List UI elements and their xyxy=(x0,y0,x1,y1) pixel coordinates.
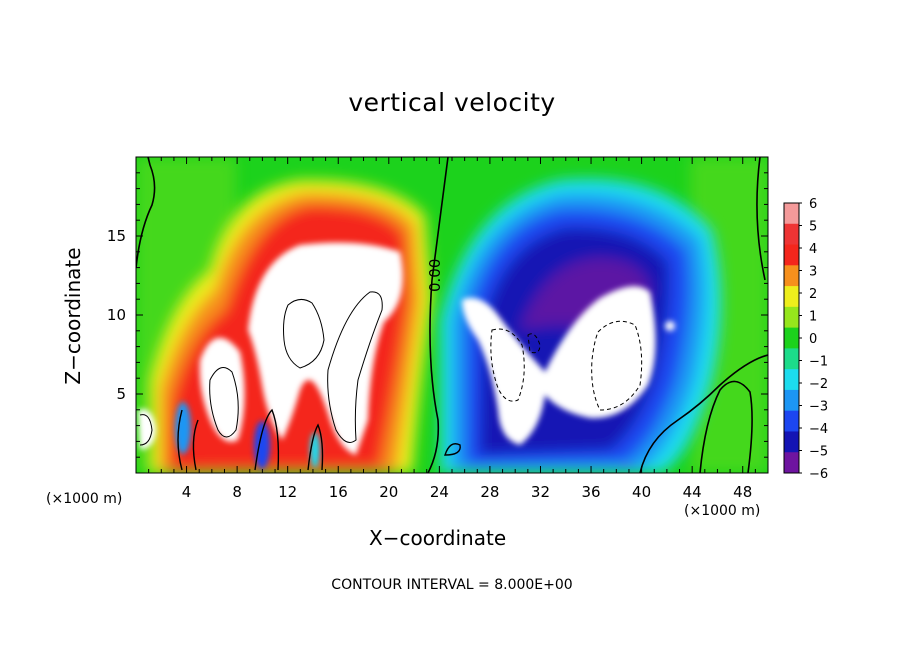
colorbar-label: 3 xyxy=(809,265,817,280)
x-tick-label: 12 xyxy=(278,483,297,501)
colorbar-swatch xyxy=(784,306,799,329)
x-tick-label: 40 xyxy=(632,483,651,501)
colorbar-swatch xyxy=(784,327,799,349)
x-tick-label: 28 xyxy=(480,483,499,501)
colorbar-swatch xyxy=(784,369,799,391)
x-unit-label-left: (×1000 m) xyxy=(46,491,123,507)
x-tick-label: 36 xyxy=(581,483,600,501)
contour-interval-note: CONTOUR INTERVAL = 8.000E+00 xyxy=(331,577,573,593)
colorbar-label: 4 xyxy=(809,242,817,257)
colorbar-swatch xyxy=(784,203,799,225)
contour-label: 0.00 xyxy=(426,259,444,292)
colorbar-label: −4 xyxy=(809,422,828,437)
x-tick-label: 48 xyxy=(733,483,752,501)
colorbar-swatch xyxy=(784,244,799,266)
x-tick-label: 16 xyxy=(329,483,348,501)
colorbar-label: −6 xyxy=(809,467,828,482)
x-tick-label: 4 xyxy=(182,483,192,501)
colorbar-label: 2 xyxy=(809,287,817,302)
colorbar-label: 1 xyxy=(809,310,817,325)
y-tick-label: 5 xyxy=(116,385,126,403)
y-tick-label: 15 xyxy=(107,227,126,245)
colorbar-label: 0 xyxy=(809,332,817,347)
updraft-cores xyxy=(138,242,403,455)
velocity-field xyxy=(136,157,768,473)
colorbar-swatch xyxy=(784,286,799,308)
colorbar-label: 5 xyxy=(809,220,817,235)
colorbar-swatch xyxy=(784,265,799,287)
colorbar: 6 5 4 3 2 1 0 −1 −2 −3 −4 −5 −6 xyxy=(783,197,828,482)
zero-contour-left xyxy=(136,157,156,269)
colorbar-swatch xyxy=(784,452,799,474)
x-axis-label: X−coordinate xyxy=(369,526,507,550)
colorbar-swatch xyxy=(784,431,799,453)
colorbar-label: −3 xyxy=(809,400,828,415)
colorbar-label: −1 xyxy=(809,355,828,370)
downdraft-core xyxy=(462,286,675,445)
zero-contour-right-top xyxy=(756,157,766,281)
x-axis-ticks: 4 8 12 16 20 24 28 32 36 40 44 48 xyxy=(148,157,756,501)
y-axis-ticks: 5 10 15 xyxy=(107,172,768,458)
y-tick-label: 10 xyxy=(107,306,126,324)
chart-title: vertical velocity xyxy=(348,88,556,117)
colorbar-label: −5 xyxy=(809,445,828,460)
colorbar-swatch xyxy=(784,410,799,432)
x-tick-label: 24 xyxy=(430,483,449,501)
x-tick-label: 44 xyxy=(683,483,702,501)
colorbar-label: −2 xyxy=(809,377,828,392)
colorbar-swatch xyxy=(784,389,799,412)
x-unit-label-right: (×1000 m) xyxy=(684,503,761,519)
x-tick-label: 32 xyxy=(531,483,550,501)
zero-contour-mid xyxy=(427,157,449,473)
colorbar-label: 6 xyxy=(809,197,817,212)
x-tick-label: 20 xyxy=(379,483,398,501)
colorbar-swatch xyxy=(784,223,799,246)
zero-contour-right xyxy=(699,380,753,473)
zero-contour-right-low xyxy=(639,354,768,473)
colorbar-swatch xyxy=(784,348,799,370)
contour-lines xyxy=(136,157,768,473)
x-tick-label: 8 xyxy=(232,483,242,501)
